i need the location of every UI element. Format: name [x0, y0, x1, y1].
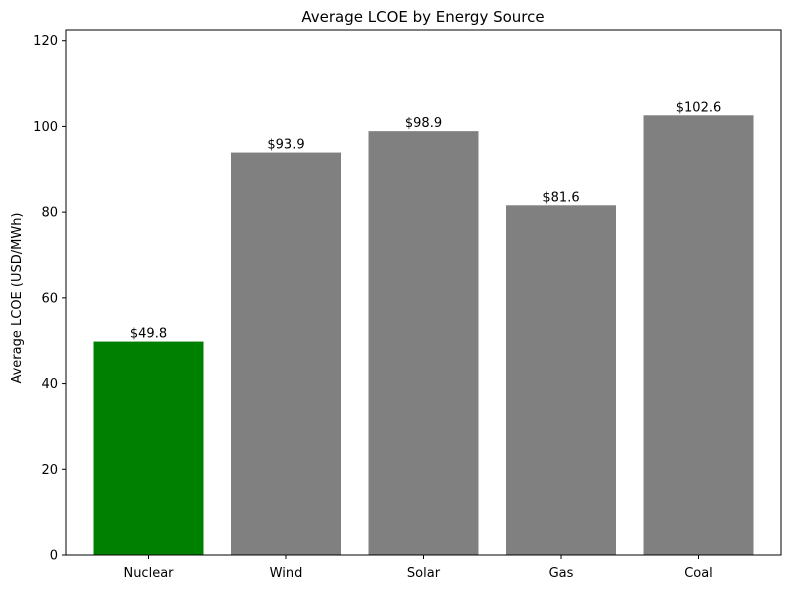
- x-tick-label-solar: Solar: [407, 566, 441, 581]
- bar-solar: [368, 131, 479, 555]
- plot-area: $49.8 Nuclear $93.9 Wind $98.9 Solar $81.6 Gas $…: [33, 29, 782, 581]
- y-axis-label: Average LCOE (USD/MWh): [10, 212, 25, 383]
- value-label-gas: $81.6: [542, 190, 579, 205]
- bar-nuclear: [93, 341, 204, 555]
- y-tick-label-20: 20: [41, 463, 58, 478]
- x-tick-label-gas: Gas: [549, 566, 574, 581]
- y-tick-label-0: 0: [50, 549, 58, 564]
- value-label-coal: $102.6: [676, 100, 722, 115]
- y-tick-label-120: 120: [33, 34, 58, 49]
- plot-frame: [65, 29, 782, 556]
- y-tick-label-40: 40: [41, 377, 58, 392]
- y-tick-label-60: 60: [41, 291, 58, 306]
- value-label-wind: $93.9: [267, 138, 304, 153]
- x-tick-label-coal: Coal: [684, 566, 713, 581]
- bar-gas: [506, 205, 616, 556]
- x-tick-label-wind: Wind: [270, 566, 303, 581]
- bar-coal: [643, 115, 754, 556]
- value-label-solar: $98.9: [405, 116, 442, 131]
- y-tick-label-100: 100: [33, 120, 58, 135]
- y-tick-label-80: 80: [41, 206, 58, 221]
- x-tick-label-nuclear: Nuclear: [123, 566, 174, 581]
- bar-wind: [231, 152, 341, 556]
- chart-title: Average LCOE by Energy Source: [301, 8, 544, 26]
- value-label-nuclear: $49.8: [130, 327, 167, 342]
